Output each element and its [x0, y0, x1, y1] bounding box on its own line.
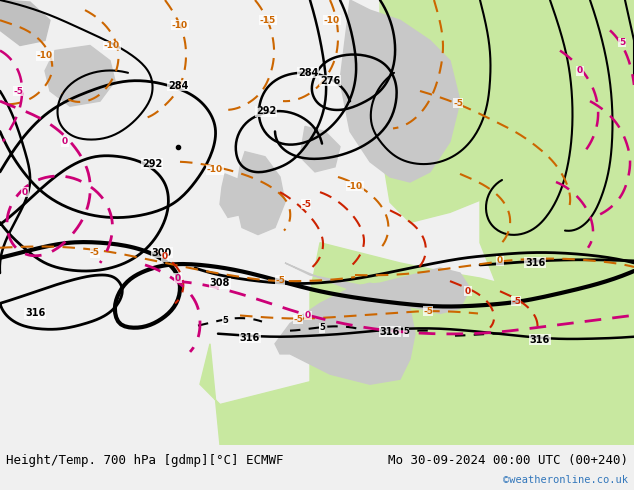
Text: 0: 0	[175, 273, 181, 283]
Text: 292: 292	[142, 159, 162, 169]
Polygon shape	[220, 174, 248, 218]
Text: -5: -5	[511, 297, 521, 306]
Text: -10: -10	[347, 182, 363, 191]
Text: 0: 0	[465, 287, 471, 296]
Text: 300: 300	[152, 248, 172, 258]
Polygon shape	[480, 0, 634, 314]
Polygon shape	[285, 263, 470, 314]
Polygon shape	[340, 0, 460, 182]
Text: 0: 0	[22, 188, 28, 196]
Text: -10: -10	[172, 21, 188, 30]
Text: 316: 316	[525, 258, 545, 268]
Polygon shape	[300, 126, 340, 172]
Text: -10: -10	[324, 16, 340, 24]
Text: 284: 284	[298, 68, 318, 78]
Text: 316: 316	[25, 309, 45, 318]
Text: 0: 0	[577, 66, 583, 75]
Text: 316: 316	[240, 333, 260, 343]
Text: 308: 308	[210, 278, 230, 288]
Text: ©weatheronline.co.uk: ©weatheronline.co.uk	[503, 475, 628, 485]
Text: 284: 284	[168, 81, 188, 91]
Polygon shape	[380, 0, 634, 222]
Text: -5: -5	[275, 275, 285, 285]
Text: 316: 316	[380, 327, 400, 337]
Text: -5: -5	[90, 248, 100, 257]
Text: 5: 5	[319, 323, 325, 332]
Text: 0: 0	[497, 256, 503, 266]
Text: Height/Temp. 700 hPa [gdmp][°C] ECMWF: Height/Temp. 700 hPa [gdmp][°C] ECMWF	[6, 454, 283, 467]
Text: 5: 5	[222, 316, 228, 325]
Text: -5: -5	[423, 307, 433, 316]
Text: 0: 0	[305, 311, 311, 320]
Text: -5: -5	[13, 87, 23, 96]
Polygon shape	[45, 46, 115, 106]
Text: -5: -5	[453, 98, 463, 108]
Text: -5: -5	[301, 200, 311, 209]
Text: -10: -10	[207, 166, 223, 174]
Polygon shape	[0, 0, 50, 46]
Text: 0: 0	[62, 137, 68, 146]
Text: 276: 276	[320, 76, 340, 86]
Text: 0: 0	[162, 252, 168, 261]
Text: 316: 316	[530, 335, 550, 345]
Polygon shape	[200, 303, 634, 445]
Polygon shape	[275, 283, 415, 384]
Polygon shape	[235, 152, 285, 235]
Text: 292: 292	[256, 106, 276, 116]
Text: -10: -10	[104, 41, 120, 50]
Text: -10: -10	[37, 51, 53, 60]
Polygon shape	[310, 243, 634, 445]
Text: -5: -5	[293, 315, 303, 324]
Text: 5: 5	[403, 327, 409, 336]
Text: Mo 30-09-2024 00:00 UTC (00+240): Mo 30-09-2024 00:00 UTC (00+240)	[388, 454, 628, 467]
Text: -15: -15	[260, 16, 276, 24]
Text: 5: 5	[619, 38, 625, 47]
